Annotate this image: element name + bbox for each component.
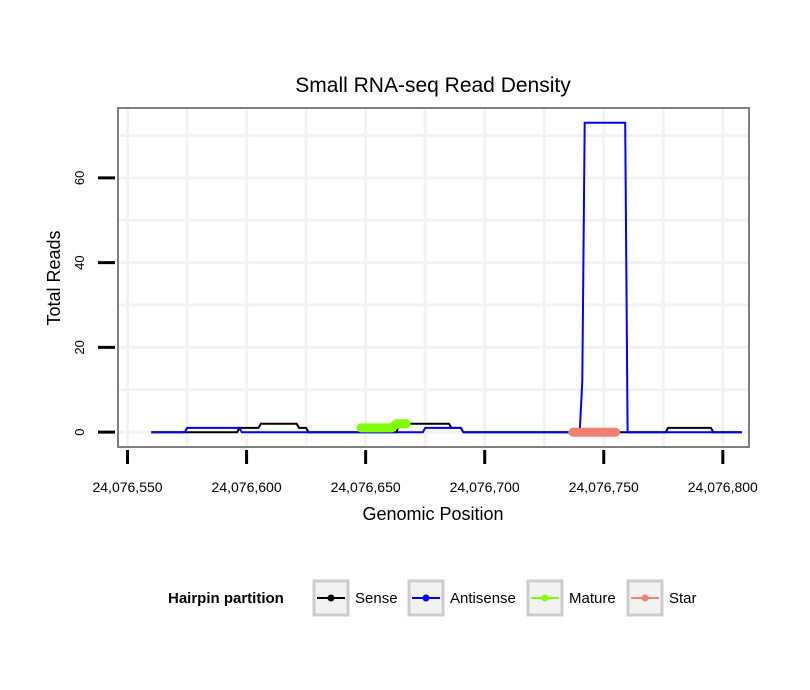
x-tick-label: 24,076,700: [450, 479, 520, 495]
y-axis: 0 20 40 60: [72, 171, 115, 436]
x-tick-label: 24,076,800: [688, 479, 758, 495]
legend-label-star: Star: [669, 590, 697, 607]
y-tick-label: 20: [72, 340, 87, 354]
x-axis-title: Genomic Position: [362, 504, 503, 524]
x-tick-label: 24,076,550: [92, 479, 162, 495]
legend-key-point: [541, 594, 549, 602]
series-mature-band: [356, 419, 411, 433]
legend-key-point: [422, 594, 430, 602]
plot-panel: [117, 107, 750, 448]
legend-key-point: [641, 594, 649, 602]
legend-title: Hairpin partition: [168, 590, 284, 607]
series-layer: [151, 121, 742, 437]
legend: Hairpin partition Sense Antisense Mature St…: [168, 579, 697, 617]
x-tick-label: 24,076,650: [331, 479, 401, 495]
series-antisense-line: [151, 121, 742, 434]
y-tick-label: 60: [72, 171, 87, 185]
plot-border: [117, 107, 750, 448]
legend-label-antisense: Antisense: [450, 590, 516, 607]
x-axis: 24,076,550 24,076,600 24,076,650 24,076,700…: [92, 450, 758, 495]
legend-label-sense: Sense: [355, 590, 398, 607]
chart-title: Small RNA-seq Read Density: [295, 74, 571, 97]
y-axis-title: Total Reads: [44, 230, 64, 325]
y-tick-label: 0: [72, 429, 87, 436]
x-tick-label: 24,076,750: [569, 479, 639, 495]
legend-label-mature: Mature: [569, 590, 616, 607]
x-tick-label: 24,076,600: [212, 479, 282, 495]
legend-key-point: [327, 594, 335, 602]
y-tick-label: 40: [72, 255, 87, 269]
